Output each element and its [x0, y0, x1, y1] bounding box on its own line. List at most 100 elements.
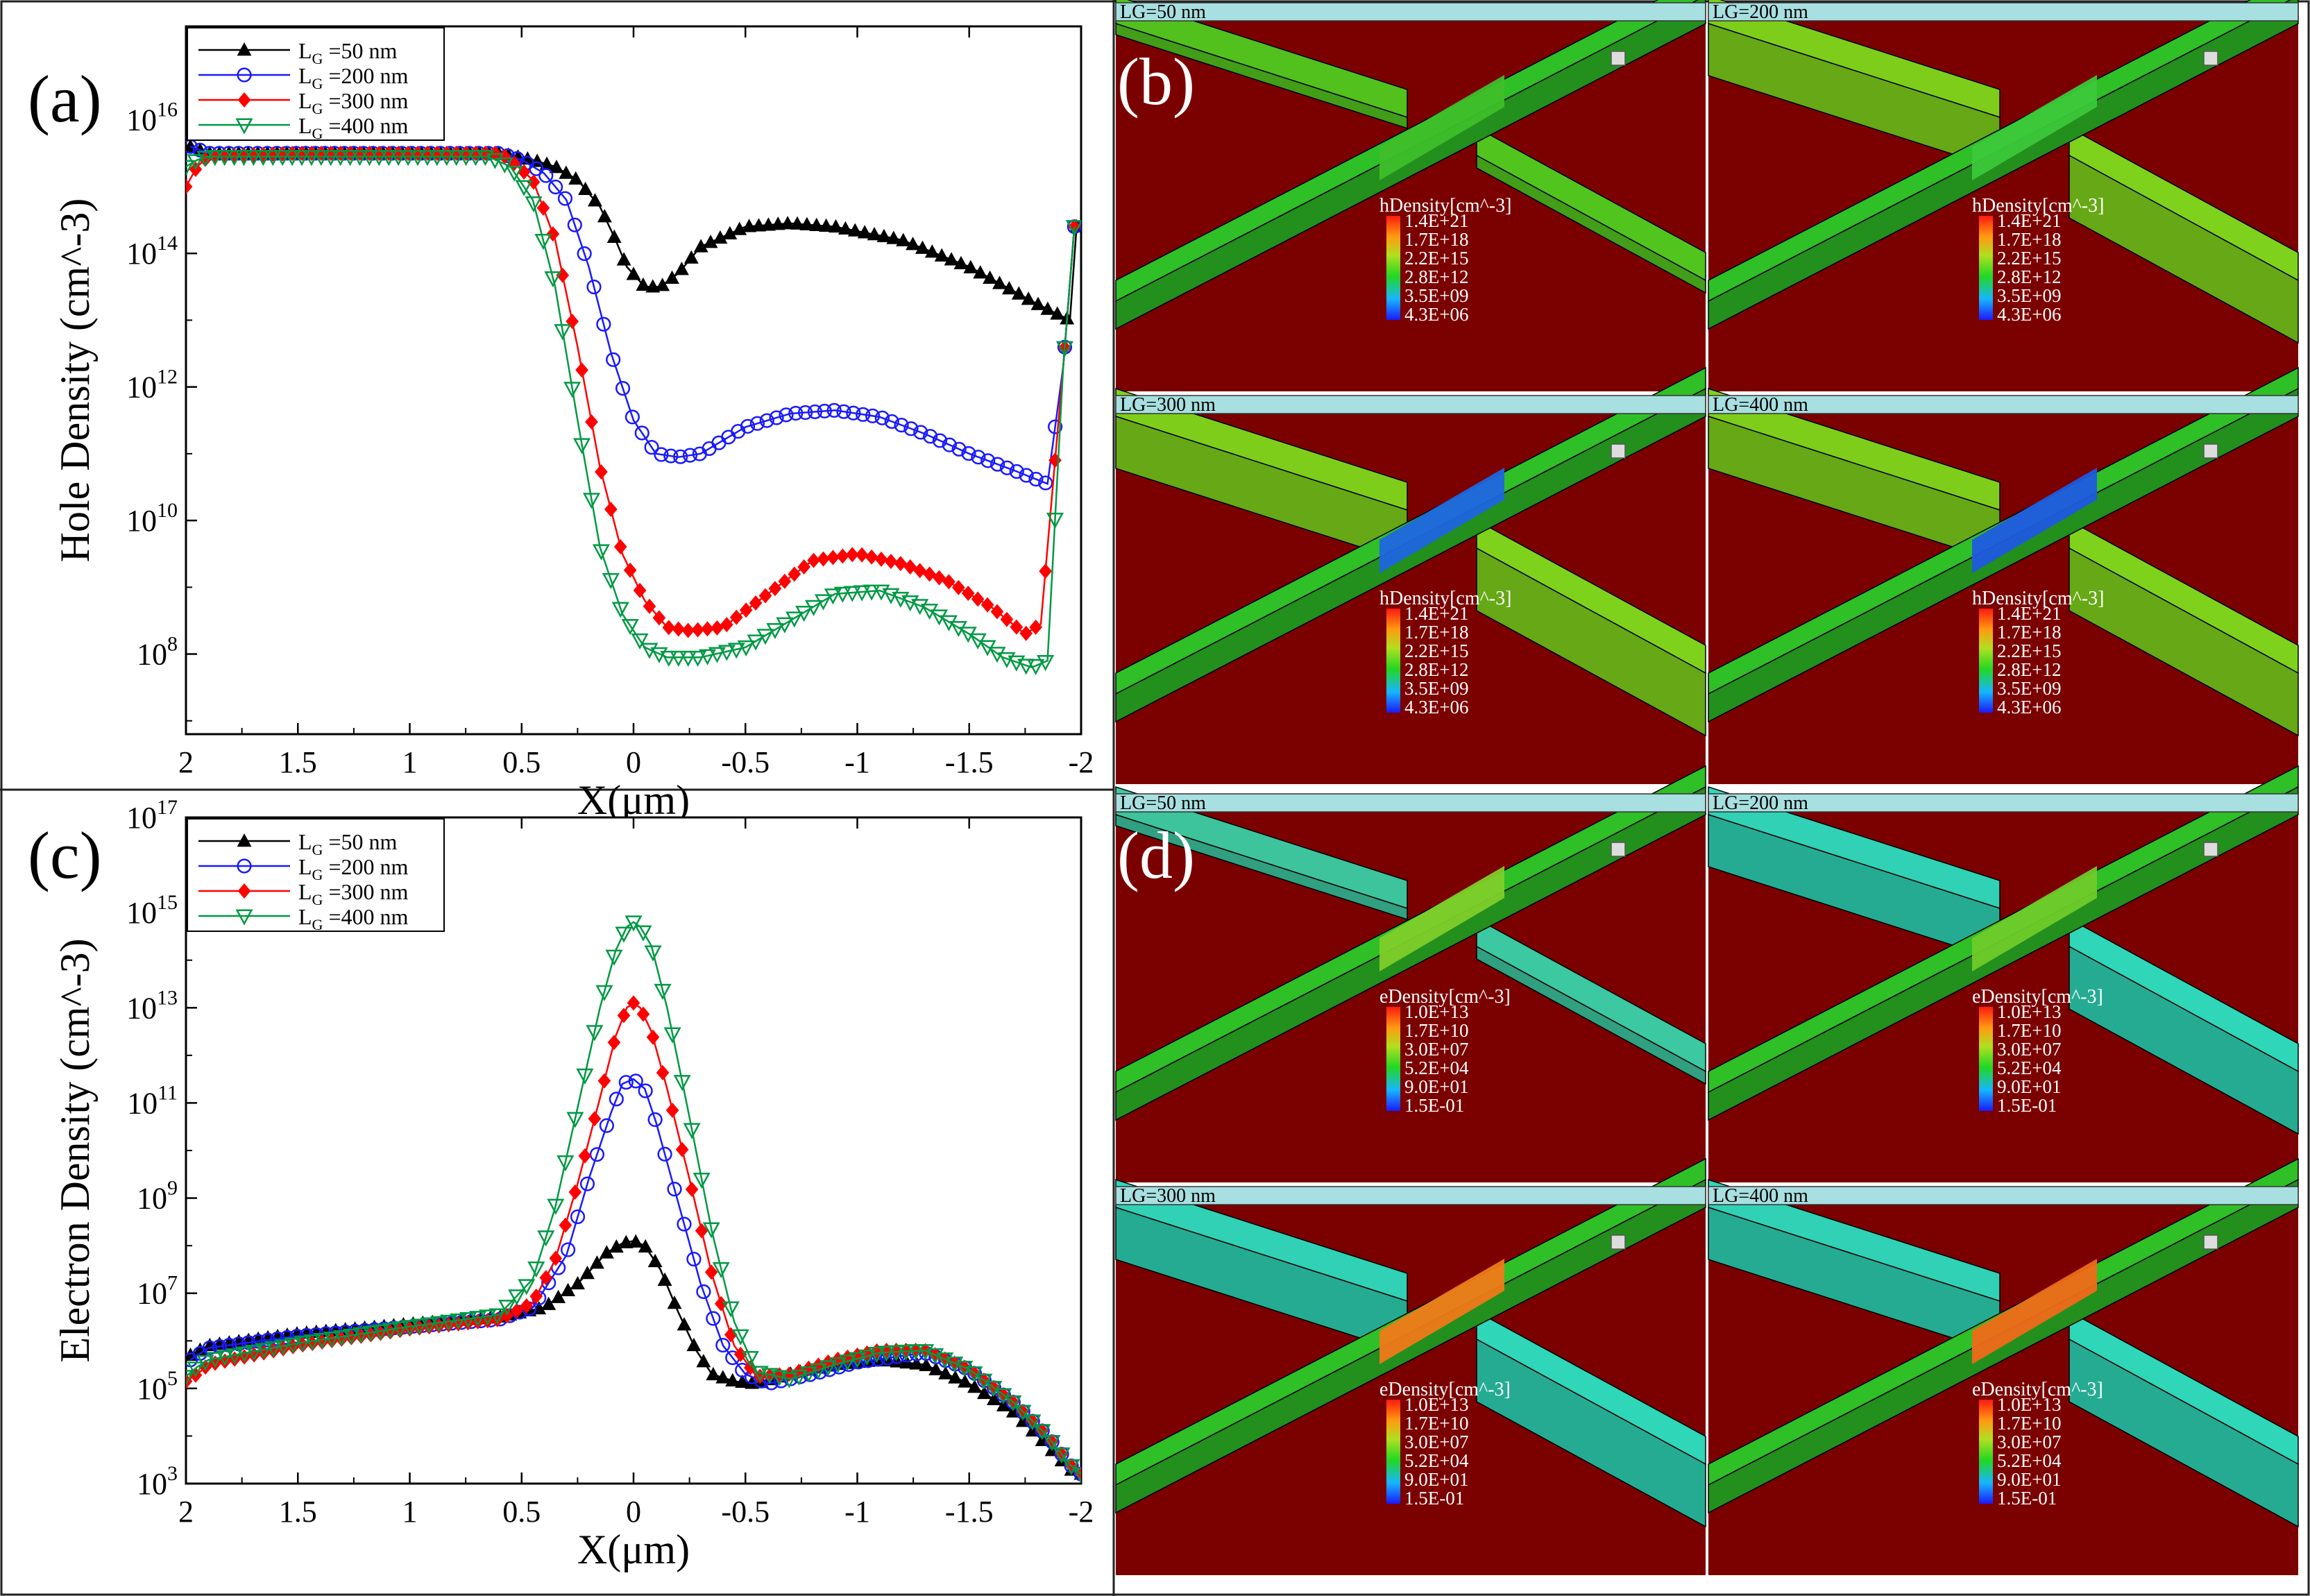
legend-box: [187, 818, 445, 932]
data-point: [551, 1289, 566, 1303]
data-point: [853, 585, 871, 602]
x-tick-label: 2: [178, 1495, 194, 1529]
origin-cube: [1611, 443, 1626, 459]
data-point: [745, 1375, 760, 1389]
data-point: [410, 1318, 429, 1335]
data-point: [951, 579, 965, 595]
data-point: [909, 1356, 924, 1370]
data-point: [733, 1346, 747, 1362]
channel-region: [1379, 1259, 1504, 1364]
data-point: [1048, 419, 1063, 434]
data-point: [1001, 280, 1017, 295]
tile-label-bar: [1708, 2, 2299, 22]
x-tick-label: 1.5: [279, 745, 317, 779]
data-point: [672, 621, 686, 637]
color-bar: [1979, 1400, 1993, 1504]
x-axis-label: X(μm): [577, 777, 690, 823]
legend-label: LG =50 nm: [298, 829, 397, 858]
data-point: [644, 945, 662, 962]
color-bar: [1386, 216, 1400, 320]
color-bar: [1979, 216, 1993, 320]
data-point: [857, 225, 872, 239]
data-point: [557, 1155, 575, 1172]
data-point: [595, 464, 608, 480]
data-point: [544, 271, 562, 288]
origin-cube: [2203, 842, 2218, 857]
data-point: [1037, 654, 1055, 672]
origin-cube: [1611, 1234, 1626, 1250]
data-point: [438, 150, 456, 167]
data-point: [536, 200, 550, 216]
data-point: [770, 217, 785, 230]
tile-label-bar: [1115, 1186, 1706, 1205]
data-point: [769, 410, 784, 425]
data-point: [1027, 659, 1045, 676]
legend-label: LG =300 nm: [298, 88, 408, 117]
color-legend: hDensity[cm^-3]1.4E+211.7E+182.2E+152.8E…: [1379, 588, 1511, 718]
data-point: [836, 404, 851, 419]
data-point: [807, 552, 820, 568]
gate-side: [1115, 813, 1408, 921]
data-point: [643, 598, 656, 614]
data-point: [448, 150, 466, 167]
tile-label: LG=400 nm: [1713, 394, 1808, 416]
data-point: [829, 1357, 847, 1374]
data-point: [652, 610, 666, 626]
data-point: [843, 586, 861, 602]
data-point: [332, 150, 350, 167]
sim-tile-2: LG=300 nm hDensity[cm^-3]1.4E+211.7E+182.…: [1115, 366, 1706, 784]
x-tick-label: -1.5: [945, 1495, 994, 1529]
data-point: [529, 161, 544, 176]
y-tick-label: 1012: [126, 366, 178, 405]
data-point: [780, 216, 795, 230]
data-point: [380, 150, 398, 167]
data-point: [938, 1366, 953, 1379]
data-point: [206, 150, 224, 167]
color-legend-value: 1.7E+18: [1997, 622, 2061, 643]
data-point: [457, 150, 475, 167]
data-point: [751, 218, 766, 232]
y-tick-label: 109: [137, 1177, 178, 1216]
data-point: [740, 418, 756, 434]
data-point: [430, 1316, 448, 1332]
data-point: [696, 1354, 711, 1368]
color-legend-value: 2.2E+15: [1997, 248, 2061, 269]
data-point: [686, 1251, 702, 1267]
color-legend-value: 2.8E+12: [1997, 266, 2061, 287]
data-point: [588, 193, 602, 207]
data-point: [856, 407, 871, 422]
origin-cube: [2203, 1234, 2218, 1250]
color-legend-value: 2.2E+15: [1404, 248, 1468, 269]
data-point: [1017, 659, 1035, 675]
data-point: [244, 150, 262, 167]
data-point: [847, 223, 863, 237]
tile-label: LG=50 nm: [1120, 1, 1206, 23]
color-legend: eDensity[cm^-3]1.0E+131.7E+103.0E+075.2E…: [1379, 986, 1511, 1116]
nanowire-side: [1115, 786, 1706, 1121]
data-point: [695, 1223, 708, 1239]
data-point: [1019, 468, 1034, 483]
data-point: [795, 606, 813, 622]
data-point: [332, 1330, 350, 1346]
data-point: [942, 574, 956, 590]
data-point: [498, 148, 511, 164]
data-point: [539, 1270, 553, 1286]
y-tick-label: 1013: [126, 986, 178, 1025]
data-point: [1030, 296, 1046, 310]
origin-cube: [2203, 443, 2218, 459]
data-point: [951, 441, 967, 457]
sim-tile-2: LG=300 nm eDensity[cm^-3]1.0E+131.7E+103.…: [1115, 1157, 1706, 1575]
color-legend-value: 1.0E+13: [1404, 1001, 1468, 1022]
data-point: [934, 248, 949, 262]
data-point: [198, 151, 212, 167]
tile-label: LG=300 nm: [1120, 394, 1216, 416]
data-point: [186, 1370, 195, 1386]
sim-tile-1: LG=200 nm eDensity[cm^-3]1.0E+131.7E+103.…: [1708, 765, 2299, 1182]
color-legend-value: 1.0E+13: [1997, 1001, 2061, 1022]
color-legend-value: 9.0E+01: [1404, 1469, 1468, 1490]
data-point: [739, 602, 753, 618]
y-tick-label: 107: [137, 1272, 178, 1311]
data-point: [999, 460, 1014, 475]
data-point: [973, 265, 988, 279]
data-point: [305, 145, 319, 161]
